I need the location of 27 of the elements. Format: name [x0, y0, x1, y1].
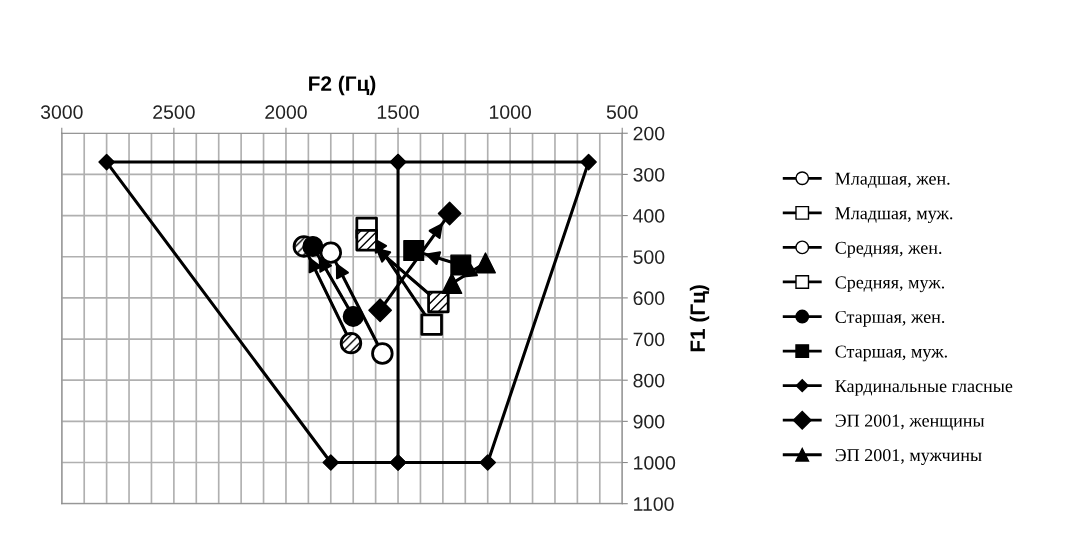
legend-label: Старшая, муж. [835, 345, 947, 362]
y-tick-label: 800 [633, 373, 665, 388]
y-tick-label: 1100 [634, 497, 674, 511]
x-tick-label: 2000 [265, 105, 307, 119]
y-axis-title: F1 (Гц) [689, 285, 710, 352]
legend-label: Младшая, жен. [835, 172, 950, 189]
legend-label: Младшая, муж. [835, 207, 953, 224]
x-tick-label: 500 [606, 105, 638, 119]
y-tick-label: 900 [633, 414, 665, 429]
legend-label: Старшая, жен. [835, 310, 945, 327]
x-axis-title: F2 (Гц) [309, 75, 376, 96]
y-tick-label: 700 [633, 332, 665, 347]
legend-label: Средняя, муж. [835, 276, 945, 293]
y-tick-label: 1000 [634, 455, 676, 470]
legend-label: ЭП 2001, мужчины [835, 449, 982, 465]
y-tick-label: 500 [633, 250, 665, 264]
y-tick-label: 600 [633, 291, 665, 306]
x-tick-label: 1500 [377, 105, 419, 119]
x-tick-label: 1000 [489, 105, 531, 119]
legend-label: ЭП 2001, женщины [835, 414, 985, 431]
y-tick-label: 200 [633, 126, 665, 141]
legend-label: Средняя, жен. [835, 241, 942, 258]
legend-label: Кардинальные гласные [835, 380, 1013, 396]
x-tick-label: 2500 [153, 105, 195, 119]
y-tick-label: 400 [633, 209, 665, 223]
x-tick-label: 3000 [40, 105, 83, 119]
y-tick-label: 300 [633, 167, 665, 182]
